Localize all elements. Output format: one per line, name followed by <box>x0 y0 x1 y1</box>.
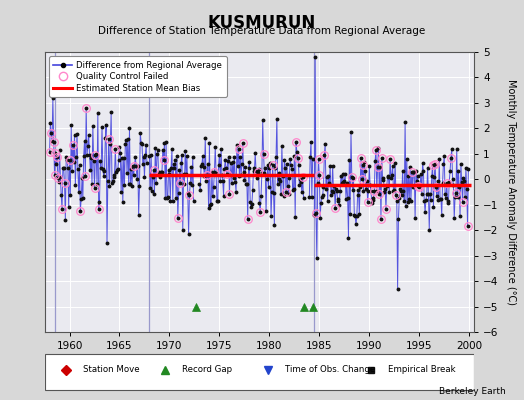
Text: Time of Obs. Change: Time of Obs. Change <box>285 366 375 374</box>
Text: Empirical Break: Empirical Break <box>388 366 456 374</box>
Text: KUSMURUN: KUSMURUN <box>208 14 316 32</box>
Text: Station Move: Station Move <box>83 366 140 374</box>
Text: Monthly Temperature Anomaly Difference (°C): Monthly Temperature Anomaly Difference (… <box>506 79 516 305</box>
Text: Berkeley Earth: Berkeley Earth <box>439 387 506 396</box>
Legend: Difference from Regional Average, Quality Control Failed, Estimated Station Mean: Difference from Regional Average, Qualit… <box>49 56 226 97</box>
Text: Record Gap: Record Gap <box>182 366 232 374</box>
Text: Difference of Station Temperature Data from Regional Average: Difference of Station Temperature Data f… <box>99 26 425 36</box>
FancyBboxPatch shape <box>45 354 474 390</box>
